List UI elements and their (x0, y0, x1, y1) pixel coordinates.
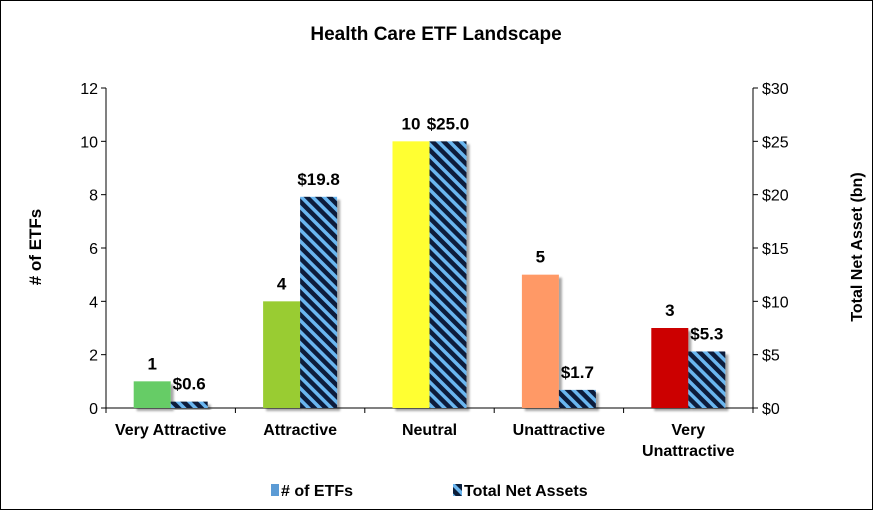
x-tick-label: Attractive (263, 422, 337, 439)
x-tick-label: Very Attractive (115, 422, 227, 439)
y2-axis-label: Total Net Asset (bn) (849, 172, 866, 321)
bar-net-assets-label: $5.3 (690, 324, 723, 343)
y2-tick-label: $20 (762, 188, 789, 205)
bar-etf-count-label: 4 (277, 274, 287, 293)
x-tick-label: Very (671, 422, 705, 439)
x-tick-label: Neutral (402, 422, 457, 439)
bar-etf-count-label: 5 (536, 248, 545, 267)
y-tick-label: 2 (89, 348, 98, 365)
legend-label-net-assets: Total Net Assets (464, 483, 588, 500)
y-axis-label: # of ETFs (26, 209, 45, 286)
y2-tick-label: $5 (762, 348, 780, 365)
bar-net-assets-label: $1.7 (561, 363, 594, 382)
bar-net-assets (558, 389, 596, 408)
y2-tick-label: $15 (762, 241, 789, 258)
bar-net-assets-label: $25.0 (427, 114, 470, 133)
chart-title: Health Care ETF Landscape (310, 24, 561, 45)
y-tick-label: 0 (89, 401, 98, 418)
y2-tick-label: $10 (762, 294, 789, 311)
bar-net-assets (170, 401, 208, 408)
bar-net-assets (688, 351, 726, 408)
y2-tick-label: $0 (762, 401, 780, 418)
legend-swatch-net-assets (453, 484, 462, 496)
bar-etf-count (392, 141, 430, 409)
legend-label-etfs: # of ETFs (281, 483, 353, 500)
bar-net-assets (429, 141, 467, 409)
bar-net-assets-label: $0.6 (173, 375, 206, 394)
bar-etf-count (263, 301, 301, 408)
bar-etf-count (521, 274, 559, 408)
bar-etf-count-label: 3 (665, 301, 674, 320)
bar-etf-count-label: 10 (402, 114, 421, 133)
y-tick-label: 12 (80, 81, 98, 98)
bar-net-assets-label: $19.8 (297, 170, 340, 189)
legend: # of ETFs Total Net Assets (271, 483, 588, 500)
y-tick-label: 8 (89, 188, 98, 205)
bar-etf-count (651, 328, 689, 408)
y2-tick-label: $30 (762, 81, 789, 98)
bar-net-assets (300, 196, 338, 408)
y-tick-label: 10 (80, 134, 98, 151)
x-tick-label: Unattractive (642, 443, 735, 460)
bar-etf-count-label: 1 (147, 354, 156, 373)
x-tick-label: Unattractive (513, 422, 606, 439)
y-tick-label: 6 (89, 241, 98, 258)
y2-tick-label: $25 (762, 134, 789, 151)
legend-swatch-etfs (271, 484, 279, 496)
y-tick-label: 4 (89, 294, 98, 311)
bar-etf-count (133, 381, 171, 408)
plot-area: 0 2 4 6 8 10 12 $0 $5 $10 $15 $20 $25 $30 Very Attract… (80, 81, 789, 460)
